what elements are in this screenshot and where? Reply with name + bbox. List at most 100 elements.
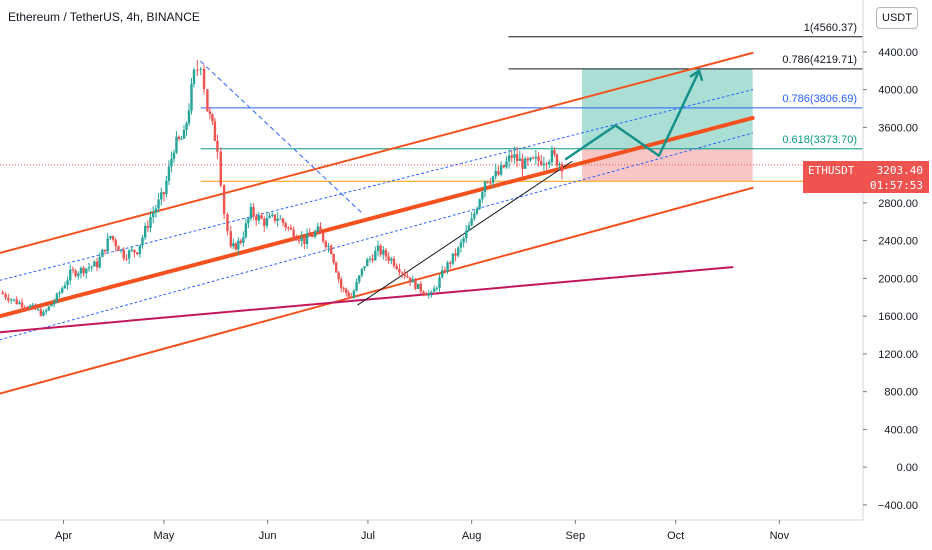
candle-body bbox=[36, 309, 40, 311]
candle-body bbox=[180, 138, 183, 140]
candle-body bbox=[438, 277, 441, 288]
candle-body bbox=[403, 273, 406, 276]
candles bbox=[1, 60, 564, 317]
candle-body bbox=[63, 285, 67, 289]
candle-body bbox=[303, 237, 306, 245]
candle-body bbox=[406, 275, 409, 278]
candle-body bbox=[382, 249, 385, 255]
symbol-title[interactable]: Ethereum / TetherUS, 4h, BINANCE bbox=[8, 10, 200, 24]
candle-body bbox=[537, 156, 540, 161]
candle-body bbox=[470, 218, 473, 226]
candle-body bbox=[494, 171, 497, 177]
candle-body bbox=[216, 140, 219, 152]
candle-body bbox=[244, 223, 248, 238]
candle-body bbox=[31, 304, 34, 306]
candle-body bbox=[175, 136, 178, 153]
candle-body bbox=[558, 163, 561, 166]
time-axis: Apr May Jun Jul Aug Sep Oct Nov bbox=[55, 520, 790, 542]
candle-body bbox=[252, 207, 255, 217]
projection-path bbox=[564, 70, 701, 161]
candle-body bbox=[384, 249, 388, 257]
candle-body bbox=[360, 268, 364, 276]
price-tag-value: 3203.40 bbox=[876, 164, 923, 177]
candle-body bbox=[90, 266, 93, 268]
candle-body bbox=[26, 307, 29, 309]
candle-body bbox=[95, 261, 99, 268]
channel-dotted-upper bbox=[0, 89, 754, 281]
candle-body bbox=[358, 275, 361, 282]
candle-body bbox=[284, 223, 287, 228]
time-tick-label: Jun bbox=[259, 530, 277, 542]
candle-body bbox=[82, 267, 85, 274]
candle-body bbox=[15, 299, 18, 304]
candle-body bbox=[430, 291, 433, 294]
candle-body bbox=[257, 215, 261, 221]
candle-body bbox=[55, 293, 59, 302]
candle-body bbox=[419, 283, 422, 292]
price-tick-label: 2000.00 bbox=[878, 273, 918, 285]
candle-body bbox=[103, 249, 107, 252]
candle-body bbox=[329, 245, 333, 255]
candle-body bbox=[486, 181, 489, 183]
candle-body bbox=[213, 121, 217, 141]
candle-body bbox=[300, 237, 303, 242]
candle-body bbox=[52, 301, 56, 305]
candle-body bbox=[185, 123, 188, 131]
candle-body bbox=[374, 250, 377, 261]
candle-body bbox=[513, 154, 516, 158]
candle-body bbox=[446, 262, 449, 272]
candle-body bbox=[510, 155, 513, 158]
candle-body bbox=[106, 238, 109, 252]
candle-body bbox=[342, 288, 345, 290]
candle-body bbox=[42, 311, 45, 316]
candle-body bbox=[146, 225, 150, 228]
candle-body bbox=[190, 83, 193, 111]
price-tick-label: 400.00 bbox=[884, 424, 918, 436]
candle-body bbox=[247, 218, 250, 224]
candle-body bbox=[449, 262, 452, 264]
candle-body bbox=[491, 176, 495, 183]
fib-label: 0.618(3373.70) bbox=[782, 133, 857, 146]
candle-body bbox=[478, 199, 481, 209]
candle-body bbox=[475, 208, 479, 214]
price-tick-label: 2400.00 bbox=[878, 236, 918, 248]
candle-body bbox=[408, 277, 412, 283]
candle-body bbox=[451, 253, 455, 264]
candle-body bbox=[12, 299, 16, 301]
time-tick-label: Jul bbox=[361, 530, 375, 542]
candle-body bbox=[424, 293, 428, 296]
price-tick-label: 2800.00 bbox=[878, 198, 918, 210]
candle-body bbox=[9, 299, 13, 301]
candle-body bbox=[289, 227, 293, 230]
candle-body bbox=[507, 155, 511, 162]
candle-body bbox=[125, 258, 128, 260]
candle-body bbox=[422, 291, 425, 294]
candle-body bbox=[411, 279, 414, 283]
candle-body bbox=[114, 239, 117, 247]
channel-dotted-lower bbox=[0, 132, 754, 341]
candle-body bbox=[172, 152, 176, 159]
candle-body bbox=[157, 199, 160, 209]
channel-upper-line bbox=[0, 51, 754, 254]
candle-body bbox=[167, 166, 171, 181]
candle-body bbox=[465, 230, 468, 239]
candle-body bbox=[497, 171, 500, 175]
currency-selector[interactable]: USDT bbox=[876, 7, 918, 29]
candle-body bbox=[432, 288, 436, 292]
candle-body bbox=[98, 257, 101, 268]
time-tick-label: Sep bbox=[566, 530, 586, 542]
candle-body bbox=[182, 130, 186, 139]
candle-body bbox=[553, 150, 556, 155]
candle-body bbox=[366, 259, 369, 267]
price-tick-label: 4400.00 bbox=[878, 47, 918, 59]
candle-body bbox=[87, 267, 91, 269]
candle-body bbox=[276, 218, 279, 221]
candle-body bbox=[443, 270, 447, 272]
candle-body bbox=[234, 243, 238, 250]
candle-body bbox=[390, 258, 393, 261]
candle-body bbox=[489, 182, 492, 184]
candle-body bbox=[523, 158, 527, 169]
candle-body bbox=[119, 249, 123, 251]
candle-body bbox=[319, 226, 322, 234]
